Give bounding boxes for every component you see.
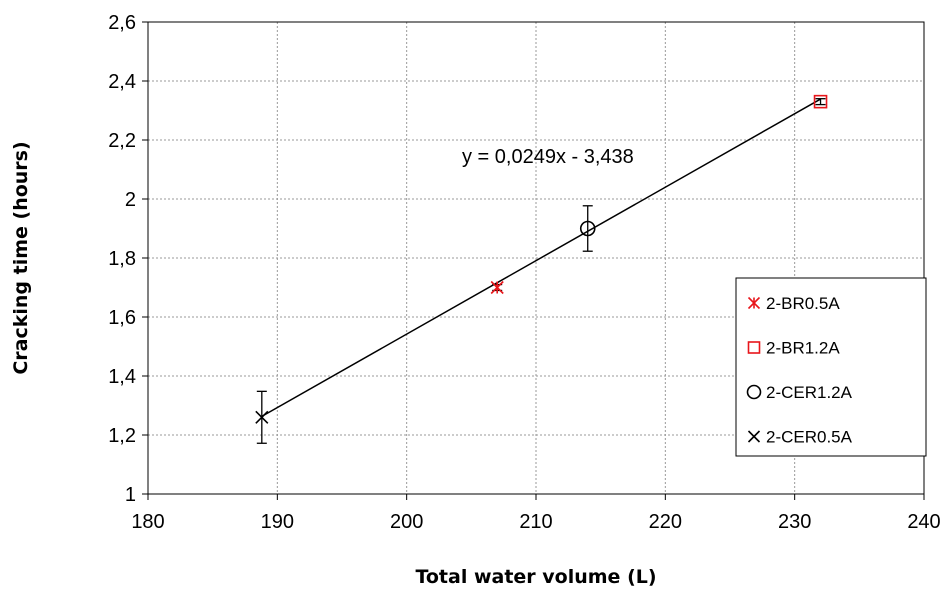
y-tick-label: 2,6 <box>108 12 136 34</box>
x-tick-label: 210 <box>519 511 552 533</box>
x-tick-label: 200 <box>390 511 423 533</box>
legend-item: 2-CER0.5A <box>747 428 853 447</box>
legend-label: 2-CER1.2A <box>766 383 853 402</box>
y-tick-label: 1,4 <box>108 366 136 388</box>
data-point <box>255 390 269 444</box>
x-tick-label: 180 <box>131 511 164 533</box>
legend-item: 2-BR1.2A <box>747 339 840 358</box>
data-point <box>813 94 828 109</box>
x-tick-label: 190 <box>261 511 294 533</box>
y-tick-label: 2,2 <box>108 130 136 152</box>
x-tick-label: 240 <box>907 511 940 533</box>
data-points <box>255 94 828 444</box>
legend-item: 2-BR0.5A <box>747 294 840 313</box>
circle-marker-icon <box>579 220 596 237</box>
x-axis-title: Total water volume (L) <box>415 566 656 588</box>
legend-label: 2-CER0.5A <box>766 428 853 447</box>
y-axis-ticks: 1 1,2 1,4 1,6 1,8 2 2,2 2,4 2,6 <box>108 12 148 506</box>
legend-box <box>735 277 927 457</box>
trendline-equation: y = 0,0249x - 3,438 <box>462 146 634 168</box>
y-tick-label: 2,4 <box>108 71 136 93</box>
x-tick-label: 230 <box>778 511 811 533</box>
y-tick-label: 1,6 <box>108 307 136 329</box>
legend-label: 2-BR1.2A <box>766 339 840 358</box>
y-tick-label: 1,8 <box>108 248 136 270</box>
legend: 2-BR0.5A 2-BR1.2A 2-CER1.2A 2-CER0.5A <box>735 277 927 457</box>
x-axis-ticks: 180 190 200 210 220 230 240 <box>131 494 941 533</box>
data-point <box>579 205 596 252</box>
y-tick-label: 1,2 <box>108 425 136 447</box>
square-marker-icon <box>813 94 828 109</box>
y-tick-label: 1 <box>125 484 136 506</box>
trendline <box>261 98 821 418</box>
legend-item: 2-CER1.2A <box>746 383 853 402</box>
x-tick-label: 220 <box>649 511 682 533</box>
x-marker-icon <box>747 430 761 443</box>
data-point <box>490 280 504 295</box>
square-marker-icon <box>747 341 761 354</box>
circle-marker-icon <box>746 384 762 400</box>
y-axis-title: Cracking time (hours) <box>10 141 32 374</box>
y-tick-label: 2 <box>125 189 136 211</box>
legend-label: 2-BR0.5A <box>766 294 840 313</box>
x-marker-icon <box>255 410 269 424</box>
